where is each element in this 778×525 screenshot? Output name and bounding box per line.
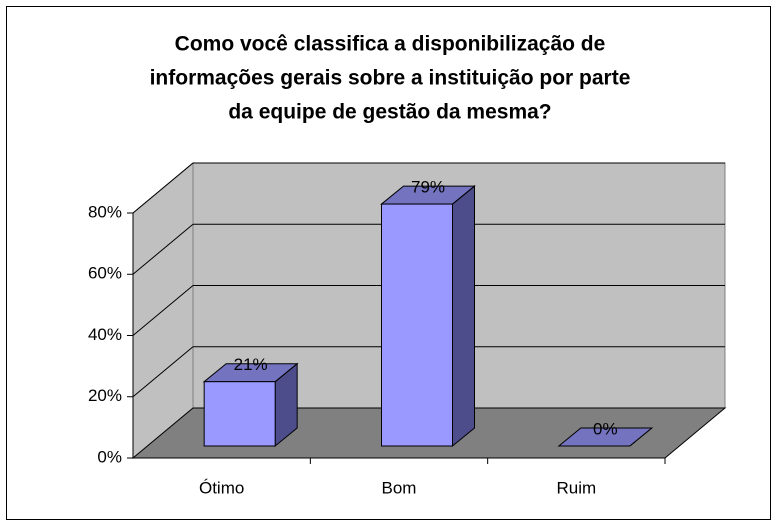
y-tick-label: 40% (88, 325, 122, 344)
x-tick-label: Bom (382, 478, 417, 497)
data-label: 21% (234, 355, 268, 374)
grid-line (132, 285, 194, 336)
y-tick-label: 80% (88, 202, 122, 221)
y-tick-label: 20% (88, 386, 122, 405)
bar (203, 381, 276, 447)
chart-title: da equipe de gestão da mesma? (228, 101, 551, 124)
chart-title: Como você classifica a disponibilização … (175, 33, 606, 56)
bar-side (452, 185, 475, 448)
grid-line (132, 346, 194, 398)
bar-top (557, 427, 654, 447)
y-tick-label: 0% (97, 447, 122, 466)
grid-line (132, 162, 194, 214)
grid-line (132, 223, 194, 275)
data-label: 0% (593, 419, 618, 438)
data-label: 79% (411, 178, 445, 197)
x-tick-label: Ótimo (199, 478, 244, 497)
chart-title: informações gerais sobre a instituição p… (150, 67, 631, 90)
bar (381, 203, 453, 447)
y-tick-label: 60% (88, 264, 122, 283)
x-tick-label: Ruim (556, 478, 596, 497)
